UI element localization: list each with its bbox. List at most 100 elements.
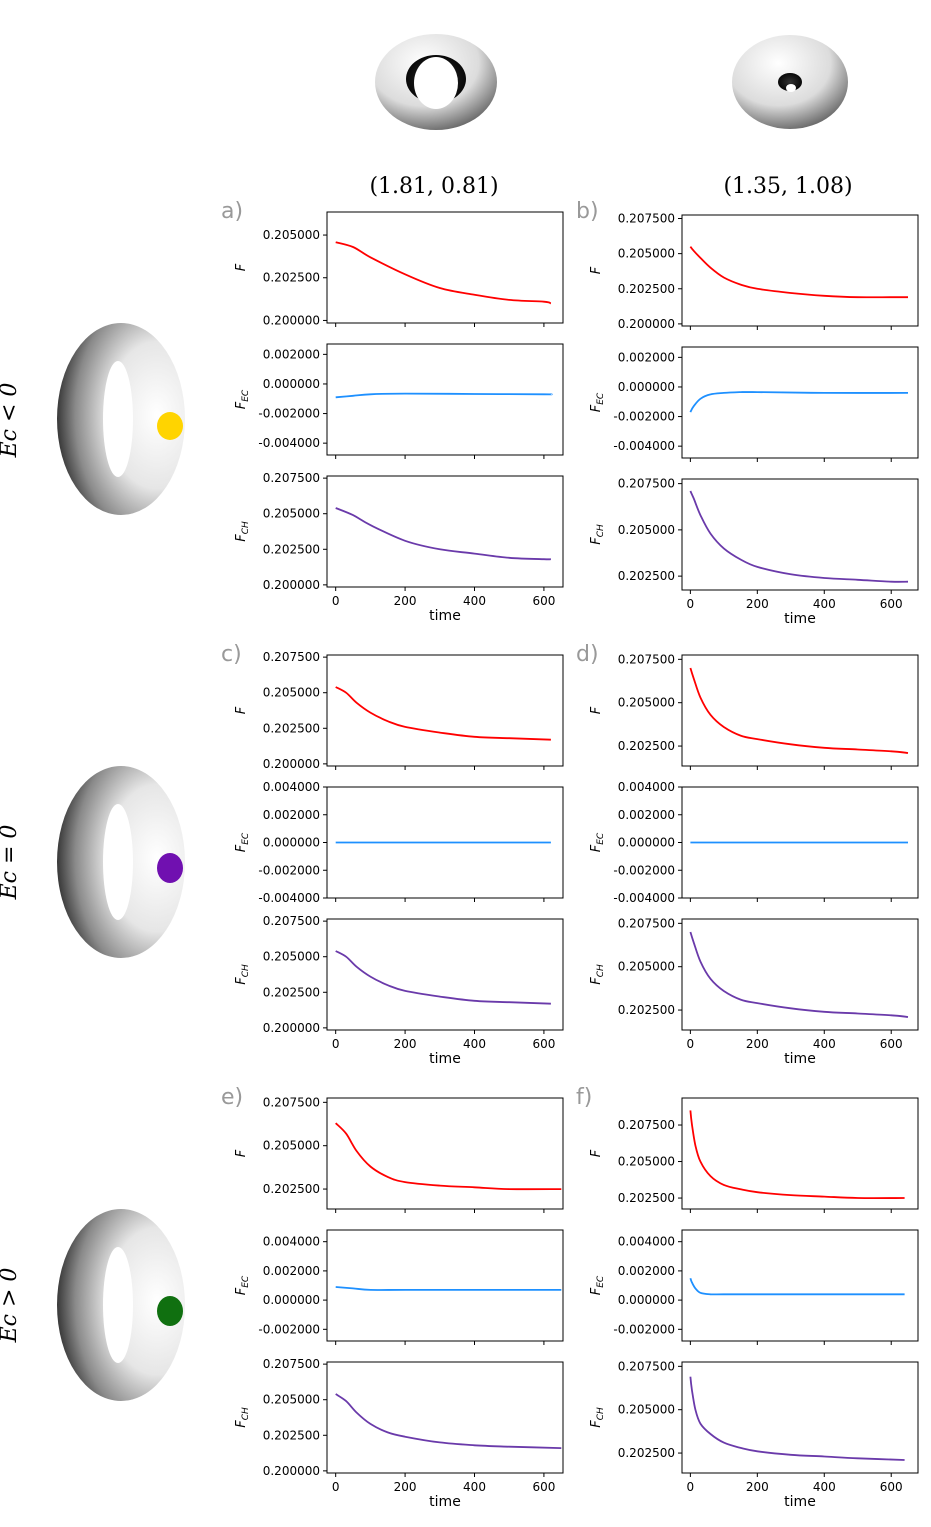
y-tick-label: 0.207500 xyxy=(263,914,320,928)
series-line xyxy=(689,667,909,754)
x-axis-label: time xyxy=(784,611,816,627)
panel-a: a)0.2000000.2025000.205000F-0.004000-0.0… xyxy=(221,199,564,624)
panel-label: b) xyxy=(576,199,599,224)
y-tick-label: 0.202500 xyxy=(263,985,320,999)
y-tick-label: 0.207500 xyxy=(618,1118,675,1132)
panel-label: a) xyxy=(221,199,243,224)
panel-f: f) 0.202500 0.205000 0.207500 F -0.002000 0.00… xyxy=(576,1085,919,1510)
y-axis-label: FCH xyxy=(234,521,251,542)
y-tick-label: 0.000000 xyxy=(618,836,675,850)
x-tick-label: 0 xyxy=(687,597,695,611)
y-tick-label: 0.004000 xyxy=(618,1235,675,1249)
y-axis-label-subscript: EC xyxy=(241,1275,251,1288)
y-tick-label: 0.200000 xyxy=(263,1464,320,1478)
y-tick-label: 0.207500 xyxy=(618,916,675,930)
series-line xyxy=(335,1122,562,1191)
y-axis-label-subscript: CH xyxy=(596,524,606,537)
y-axis-label-subscript: CH xyxy=(241,1407,251,1420)
series-line xyxy=(689,391,909,413)
y-tick-label: 0.004000 xyxy=(618,780,675,794)
x-tick-label: 0 xyxy=(687,1037,695,1051)
x-tick-label: 0 xyxy=(332,1037,340,1051)
plot-frame xyxy=(681,346,919,459)
y-axis-label: FEC xyxy=(589,832,606,852)
y-tick-label: -0.004000 xyxy=(258,436,320,450)
x-axis-label: time xyxy=(784,1494,816,1510)
y-tick-label: 0.205000 xyxy=(618,696,675,710)
torus-row-3 xyxy=(57,1209,185,1401)
panel-c: c) 0.200000 0.202500 0.205000 0.207500 F -0.00… xyxy=(221,642,564,1067)
y-tick-label: 0.002000 xyxy=(618,808,675,822)
x-tick-label: 600 xyxy=(880,1037,903,1051)
y-tick-label: 0.205000 xyxy=(263,507,320,521)
y-tick-label: 0.207500 xyxy=(618,212,675,226)
panel-label: f) xyxy=(576,1085,592,1110)
y-axis-label: FEC xyxy=(234,389,251,409)
y-tick-label: 0.000000 xyxy=(618,380,675,394)
x-tick-label: 200 xyxy=(394,1480,417,1494)
series-line xyxy=(335,1393,562,1449)
plot-frame xyxy=(681,1229,919,1342)
y-tick-label: 0.200000 xyxy=(618,317,675,331)
y-tick-label: 0.207500 xyxy=(618,652,675,666)
x-tick-label: 200 xyxy=(394,594,417,608)
series-line xyxy=(335,507,551,561)
series-line xyxy=(335,686,551,741)
plot-frame xyxy=(681,918,919,1031)
subplot-f-ch: 0.200000 0.202500 0.205000 0.207500 FCH 0 200 4… xyxy=(234,471,564,624)
y-axis-label: F xyxy=(234,263,249,271)
y-tick-label: 0.000000 xyxy=(263,1293,320,1307)
y-tick-label: 0.205000 xyxy=(618,1403,675,1417)
subplot-f: 0.202500 0.205000 0.207500 F xyxy=(589,652,919,770)
plot-frame xyxy=(326,1229,564,1342)
subplot-f: 0.200000 0.202500 0.205000 0.207500 F xyxy=(589,212,919,331)
x-tick-label: 200 xyxy=(746,1480,769,1494)
y-tick-label: -0.004000 xyxy=(258,891,320,905)
y-tick-label: 0.202500 xyxy=(618,1191,675,1205)
indicator-dot xyxy=(157,853,183,883)
y-tick-label: 0.202500 xyxy=(618,282,675,296)
x-tick-label: 0 xyxy=(332,1480,340,1494)
subplot-f: 0.200000 0.202500 0.205000 0.207500 F xyxy=(234,650,564,771)
y-tick-label: 0.205000 xyxy=(618,960,675,974)
x-tick-label: 400 xyxy=(463,1480,486,1494)
subplot-f-ch: 0.200000 0.202500 0.205000 0.207500 FCH 0 200 4… xyxy=(234,1357,564,1510)
panel-d: d)0.2025000.2050000.207500F-0.004000-0.0… xyxy=(576,642,919,1067)
plot-frame xyxy=(681,1097,919,1210)
y-tick-label: 0.002000 xyxy=(618,350,675,364)
charts-area: a)0.2000000.2025000.205000F-0.004000-0.0… xyxy=(221,199,919,1510)
y-tick-label: 0.202500 xyxy=(263,1182,320,1196)
y-tick-label: 0.202500 xyxy=(618,1003,675,1017)
subplot-f-ch: 0.200000 0.202500 0.205000 0.207500 FCH 0 200 4… xyxy=(234,914,564,1067)
subplot-f: 0.200000 0.202500 0.205000 F xyxy=(234,211,564,327)
y-tick-label: -0.002000 xyxy=(613,410,675,424)
y-tick-label: 0.205000 xyxy=(618,523,675,537)
x-tick-label: 400 xyxy=(813,1037,836,1051)
y-tick-label: 0.002000 xyxy=(263,1264,320,1278)
x-tick-label: 600 xyxy=(532,594,555,608)
x-axis-label: time xyxy=(429,1051,461,1067)
plot-frame xyxy=(326,1097,564,1210)
x-tick-label: 600 xyxy=(880,597,903,611)
y-tick-label: 0.207500 xyxy=(263,1095,320,1109)
subplot-f-ch: 0.202500 0.205000 0.207500 FCH 0 200 400 600 tim… xyxy=(589,916,919,1067)
y-tick-label: 0.207500 xyxy=(618,477,675,491)
plot-frame xyxy=(681,1361,919,1474)
x-tick-label: 400 xyxy=(463,1037,486,1051)
subplot-f-ec: -0.004000 -0.002000 0.000000 0.002000 0.0040… xyxy=(589,780,919,905)
y-tick-label: 0.002000 xyxy=(618,1264,675,1278)
panel-label: c) xyxy=(221,642,242,667)
y-axis-label: F xyxy=(234,1149,249,1157)
y-tick-label: 0.002000 xyxy=(263,808,320,822)
y-axis-label: FCH xyxy=(589,524,606,545)
torus-row-1 xyxy=(57,323,185,515)
subplot-f: 0.202500 0.205000 0.207500 F xyxy=(589,1097,919,1213)
y-tick-label: 0.002000 xyxy=(263,347,320,361)
plot-frame xyxy=(326,654,564,767)
y-tick-label: 0.000000 xyxy=(263,377,320,391)
x-tick-label: 0 xyxy=(332,594,340,608)
x-axis-label: time xyxy=(784,1051,816,1067)
x-axis-label: time xyxy=(429,1494,461,1510)
y-tick-label: 0.200000 xyxy=(263,313,320,327)
